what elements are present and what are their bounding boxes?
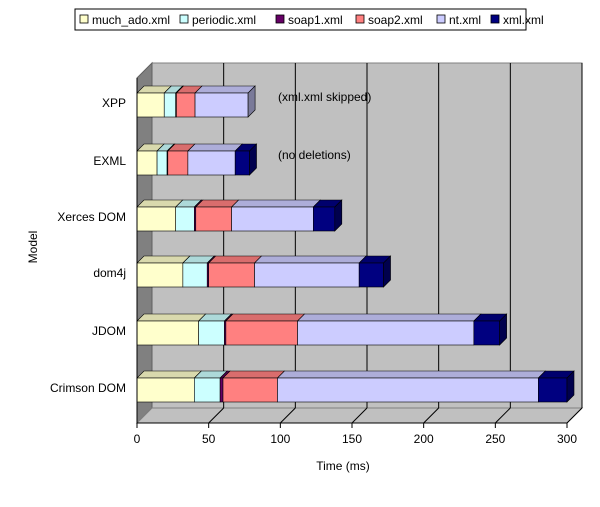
bar-top-crimson-dom-3 — [222, 370, 286, 379]
gridline-floor — [208, 407, 225, 424]
bar-dom4j-much-ado-xml — [136, 262, 184, 288]
bar-crimson-dom-periodic-xml — [194, 377, 221, 403]
legend-swatch — [179, 14, 189, 24]
gridline-floor — [423, 407, 440, 424]
category-label: Xerces DOM — [57, 210, 126, 224]
bar-crimson-dom-xml-xml — [538, 377, 568, 403]
bar-xerces-dom-nt-xml — [231, 206, 314, 232]
bar-exml-soap2-xml — [167, 150, 189, 176]
legend-swatch — [355, 14, 365, 24]
legend-swatch — [490, 14, 500, 24]
x-tick-label: 150 — [342, 432, 362, 446]
axes: 0 50 100 150 200 250 300 — [134, 78, 577, 446]
bar-exml-xml-xml — [234, 150, 250, 176]
bar-end-crimson-dom — [566, 370, 575, 403]
bar-xerces-dom-xml-xml — [312, 206, 336, 232]
bar-exml-periodic-xml — [156, 150, 168, 176]
bar-dom4j-periodic-xml — [182, 262, 208, 288]
bar-series — [136, 85, 575, 403]
legend-swatch — [79, 14, 89, 24]
bar-top-crimson-dom-4 — [276, 370, 547, 379]
y-axis-title: Model — [26, 231, 40, 264]
legend-label: periodic.xml — [192, 13, 256, 27]
x-tick-label: 250 — [485, 432, 505, 446]
bar-crimson-dom-much-ado-xml — [136, 377, 195, 403]
bar-xpp-soap2-xml — [176, 92, 196, 118]
gridline-floor — [566, 407, 583, 424]
legend-label: xml.xml — [503, 13, 544, 27]
bar-end-jdom — [499, 313, 507, 346]
bar-top-crimson-dom-0 — [136, 370, 203, 379]
bar-exml-nt-xml — [187, 150, 236, 176]
bar-top-xpp-4 — [194, 85, 256, 94]
legend: much_ado.xml periodic.xml soap1.xml soap2.x… — [74, 8, 544, 31]
legend-label: soap2.xml — [368, 13, 423, 27]
legend-label: soap1.xml — [288, 13, 343, 27]
bar-end-dom4j — [383, 255, 391, 288]
gridlines — [208, 63, 583, 424]
x-axis-title: Time (ms) — [316, 459, 370, 473]
bar-top-xerces-dom-3 — [195, 199, 240, 208]
bar-xerces-dom-soap2-xml — [195, 206, 232, 232]
x-tick-label: 300 — [557, 432, 577, 446]
bar-crimson-dom-soap1-xml — [219, 377, 224, 403]
legend-label: much_ado.xml — [92, 13, 170, 27]
bar-xpp-periodic-xml — [163, 92, 177, 118]
bar-jdom-xml-xml — [473, 320, 500, 346]
x-tick-label: 200 — [414, 432, 434, 446]
bar-jdom-much-ado-xml — [136, 320, 199, 346]
x-tick-label: 50 — [202, 432, 216, 446]
bar-crimson-dom-nt-xml — [277, 377, 539, 403]
legend-box — [74, 8, 527, 31]
bar-crimson-dom-soap2-xml — [222, 377, 278, 403]
bar-xerces-dom-periodic-xml — [175, 206, 195, 232]
gridline-floor — [279, 407, 296, 424]
bar-top-dom4j-0 — [136, 255, 191, 264]
bar-top-dom4j-3 — [207, 255, 263, 264]
labels: XPP EXML Xerces DOM dom4j JDOM Crimson DOM (xm… — [26, 90, 371, 473]
bar-jdom-soap2-xml — [225, 320, 298, 346]
bar-dom4j-soap2-xml — [208, 262, 255, 288]
bar-end-xerces-dom — [334, 199, 343, 232]
bar-jdom-periodic-xml — [198, 320, 225, 346]
bar-top-dom4j-4 — [253, 255, 367, 264]
legend-label: nt.xml — [449, 13, 481, 27]
annotation: (xml.xml skipped) — [278, 90, 371, 104]
bar-top-xerces-dom-4 — [230, 199, 322, 208]
bar-dom4j-xml-xml — [358, 262, 384, 288]
category-label: dom4j — [93, 266, 126, 280]
legend-swatch — [275, 14, 285, 24]
category-label: XPP — [102, 96, 126, 110]
x-tick-label: 0 — [134, 432, 141, 446]
bar-top-jdom-0 — [136, 313, 207, 322]
category-label: Crimson DOM — [50, 381, 126, 395]
bar-top-jdom-3 — [225, 313, 306, 322]
bar-xpp-nt-xml — [194, 92, 249, 118]
annotation: (no deletions) — [278, 148, 351, 162]
gridline-floor — [351, 407, 368, 424]
bar-top-xerces-dom-0 — [136, 199, 184, 208]
category-label: EXML — [93, 154, 126, 168]
bar-top-exml-4 — [187, 143, 243, 152]
category-label: JDOM — [92, 324, 126, 338]
bar-end-exml — [249, 143, 257, 176]
gridline-floor — [494, 407, 511, 424]
bar-jdom-nt-xml — [297, 320, 475, 346]
bar-xpp-much-ado-xml — [136, 92, 165, 118]
bar-xerces-dom-much-ado-xml — [136, 206, 177, 232]
bar-end-xpp — [247, 85, 256, 118]
x-tick-label: 100 — [270, 432, 290, 446]
bar-dom4j-nt-xml — [254, 262, 360, 288]
bar-top-jdom-4 — [296, 313, 482, 322]
bar-exml-much-ado-xml — [136, 150, 158, 176]
legend-swatch — [436, 14, 446, 24]
